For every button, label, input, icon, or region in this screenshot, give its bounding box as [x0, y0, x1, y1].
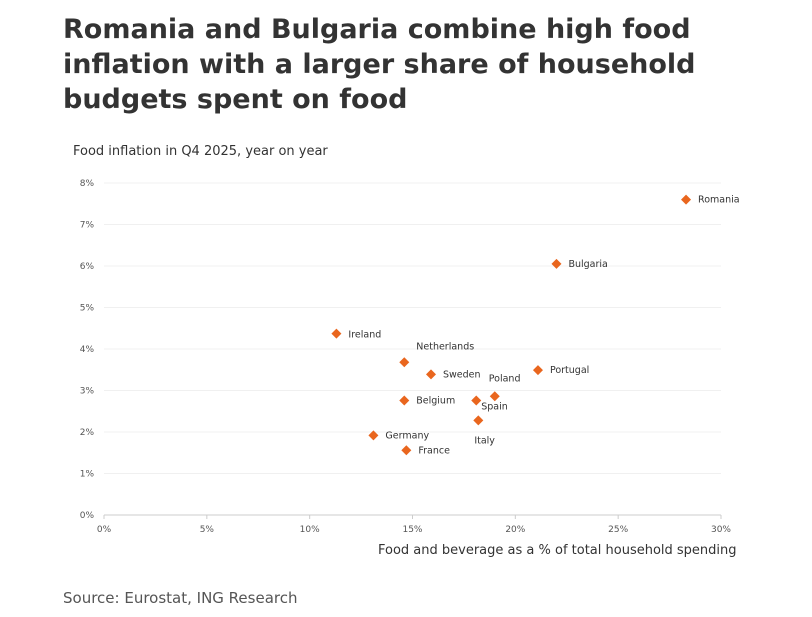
- point-label-romania: Romania: [698, 195, 740, 206]
- x-tick-label: 30%: [711, 525, 731, 535]
- data-point-italy: [473, 415, 484, 426]
- data-point-netherlands: [399, 357, 410, 368]
- point-label-poland: Poland: [489, 373, 521, 384]
- y-tick-label: 2%: [80, 428, 95, 438]
- data-point-spain: [471, 395, 482, 406]
- chart-title: Romania and Bulgaria combine high food i…: [63, 14, 696, 115]
- point-label-portugal: Portugal: [550, 365, 589, 376]
- source-note: Source: Eurostat, ING Research: [63, 589, 298, 607]
- point-label-germany: Germany: [385, 430, 429, 441]
- y-tick-label: 1%: [80, 470, 95, 480]
- data-point-poland: [489, 391, 500, 402]
- point-label-belgium: Belgium: [416, 395, 455, 406]
- data-point-france: [401, 445, 412, 456]
- y-tick-label: 8%: [80, 179, 95, 189]
- data-point-germany: [368, 430, 379, 441]
- y-tick-label: 6%: [80, 262, 95, 272]
- x-tick-label: 0%: [97, 525, 112, 535]
- data-point-sweden: [426, 369, 437, 380]
- x-tick-label: 10%: [300, 525, 320, 535]
- data-point-romania: [681, 194, 692, 205]
- point-label-ireland: Ireland: [348, 330, 381, 341]
- x-axis-label: Food and beverage as a % of total househ…: [378, 543, 737, 558]
- y-tick-label: 7%: [80, 221, 95, 231]
- y-tick-label: 5%: [80, 304, 95, 314]
- point-label-italy: Italy: [474, 435, 495, 446]
- point-label-netherlands: Netherlands: [416, 341, 474, 352]
- data-point-belgium: [399, 395, 410, 406]
- y-axis-label: Food inflation in Q4 2025, year on year: [73, 144, 328, 159]
- x-tick-label: 20%: [505, 525, 525, 535]
- point-label-sweden: Sweden: [443, 369, 481, 380]
- point-label-bulgaria: Bulgaria: [568, 259, 607, 270]
- x-tick-label: 5%: [200, 525, 215, 535]
- data-point-ireland: [331, 328, 342, 339]
- point-label-spain: Spain: [481, 401, 508, 412]
- y-tick-label: 4%: [80, 345, 95, 355]
- y-tick-label: 0%: [80, 511, 95, 521]
- data-point-bulgaria: [551, 258, 562, 269]
- y-tick-label: 3%: [80, 387, 95, 397]
- point-label-france: France: [418, 445, 450, 456]
- x-tick-label: 15%: [402, 525, 422, 535]
- x-tick-label: 25%: [608, 525, 628, 535]
- data-point-portugal: [532, 365, 543, 376]
